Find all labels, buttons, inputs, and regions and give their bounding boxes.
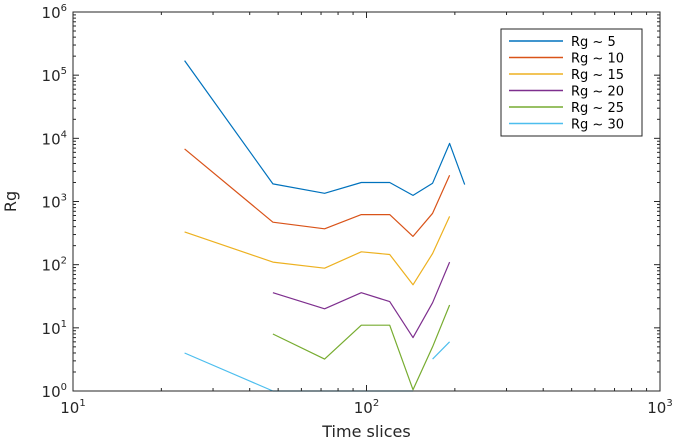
series-line-4: [272, 261, 451, 339]
legend-label: Rg ~ 30: [571, 118, 624, 133]
y-tick-label: 100: [42, 382, 67, 401]
y-axis-ticks: 100 101 102 103 104 105 106: [42, 3, 660, 401]
x-tick-label: 101: [60, 398, 85, 417]
series-line-3: [184, 216, 451, 286]
series-line-5: [272, 304, 451, 391]
series-line-2: [184, 148, 451, 237]
legend-label: Rg ~ 5: [571, 35, 616, 50]
legend-label: Rg ~ 20: [571, 85, 624, 100]
x-axis-ticks: 101 102 103: [60, 12, 673, 417]
y-tick-label: 101: [42, 319, 67, 338]
legend-label: Rg ~ 25: [571, 101, 624, 116]
x-axis-label: Time slices: [321, 422, 410, 441]
legend-label: Rg ~ 10: [571, 52, 624, 67]
x-tick-label: 103: [647, 398, 672, 417]
y-tick-label: 103: [42, 193, 67, 212]
x-tick-label: 102: [354, 398, 379, 417]
y-axis-label: Rg: [1, 191, 20, 212]
y-tick-label: 106: [42, 3, 67, 22]
series-line-6: [432, 341, 451, 360]
series-line-1: [184, 60, 466, 196]
legend-label: Rg ~ 15: [571, 68, 624, 83]
y-tick-label: 105: [42, 66, 67, 85]
legend-box: [500, 28, 643, 137]
y-tick-label: 104: [42, 129, 67, 148]
y-tick-label: 102: [42, 256, 67, 275]
